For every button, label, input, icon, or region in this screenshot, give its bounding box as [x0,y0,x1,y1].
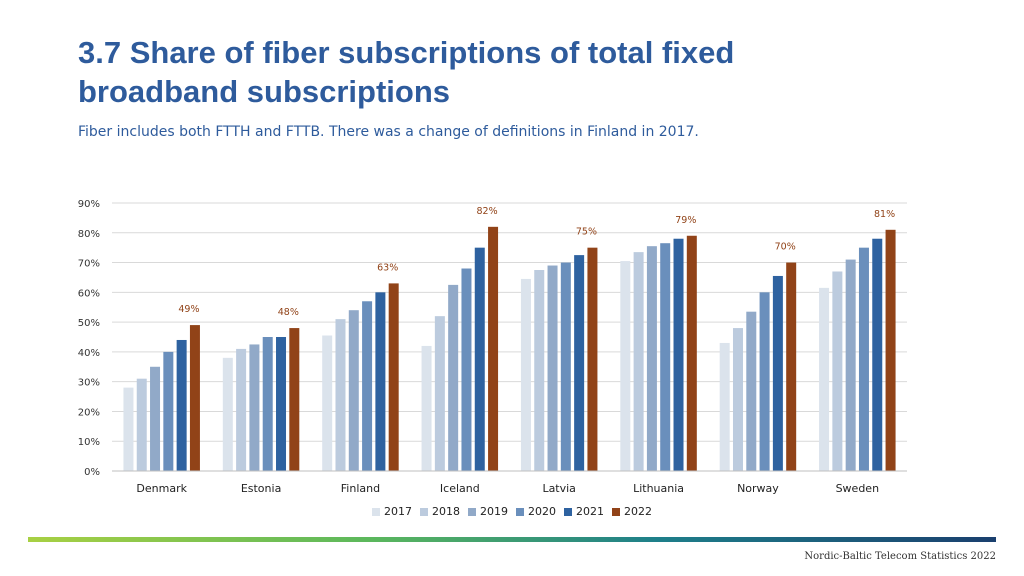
bar [388,283,399,471]
bar [646,246,657,471]
legend-swatch [420,507,428,516]
bar [547,265,558,471]
bar [686,235,697,471]
bar [434,316,445,471]
legend-swatch [516,507,524,516]
bar [746,311,757,471]
bar [335,319,346,471]
chart-legend: 2017 2018 2019 2020 2021 2022 [0,505,1024,518]
bar [249,344,260,471]
data-label: 75% [576,227,597,238]
legend-item: 2019 [468,505,508,518]
bar [136,378,147,471]
legend-swatch [564,507,572,516]
x-category-label: Denmark [136,482,187,495]
bar [673,238,684,471]
footer-gradient-bar [28,537,996,542]
legend-item: 2018 [420,505,460,518]
bar [845,259,856,471]
y-tick-label: 70% [78,259,100,270]
x-category-label: Norway [737,482,779,495]
page-subtitle: Fiber includes both FTTH and FTTB. There… [78,124,699,140]
legend-label: 2017 [384,505,412,518]
bar [858,247,869,471]
bar [560,262,571,471]
x-category-label: Iceland [440,482,480,495]
bar [176,339,187,471]
y-tick-label: 80% [78,229,100,240]
y-tick-label: 30% [78,378,100,389]
bar [660,243,671,471]
bar [488,226,499,471]
footer-source: Nordic-Baltic Telecom Statistics 2022 [804,551,996,562]
bar [289,328,300,471]
page-title: 3.7 Share of fiber subscriptions of tota… [78,35,735,109]
y-tick-label: 40% [78,348,100,359]
bar [222,357,233,471]
bar [474,247,485,471]
bar [772,275,783,471]
bar [633,252,644,471]
y-tick-label: 50% [78,318,100,329]
x-category-label: Sweden [836,482,879,495]
y-tick-label: 10% [78,437,100,448]
legend-item: 2022 [612,505,652,518]
legend-item: 2021 [564,505,604,518]
bar [732,328,743,471]
bar [832,271,843,471]
bar [362,301,373,471]
bar [574,255,585,471]
bar [123,387,134,471]
bar [819,287,830,471]
legend-item: 2020 [516,505,556,518]
data-label: 48% [278,307,299,318]
bar [163,351,174,471]
legend-label: 2021 [576,505,604,518]
bar [348,310,359,471]
bar [719,342,730,471]
data-label: 81% [874,209,895,220]
bar [421,345,432,471]
data-label: 49% [178,304,199,315]
x-category-label: Finland [341,482,380,495]
legend-item: 2017 [372,505,412,518]
bar [375,292,386,471]
bar-chart: 0% 10% 20% 30% 40% 50% 60% 70% 80% 90% 49% Denmark 4… [78,199,907,495]
y-tick-label: 90% [78,199,100,210]
legend-label: 2019 [480,505,508,518]
bar [189,325,200,471]
bar [236,348,247,471]
y-tick-label: 0% [84,467,100,478]
bar [276,337,287,471]
data-label: 63% [377,262,398,273]
legend-swatch [372,507,380,516]
x-category-label: Latvia [542,482,576,495]
bar [322,335,333,471]
bar [262,337,273,471]
bar [872,238,883,471]
legend-label: 2018 [432,505,460,518]
data-label: 70% [775,242,796,253]
bar [448,284,459,471]
bar [150,366,161,471]
bar [620,261,631,471]
x-category-label: Estonia [241,482,282,495]
bar [759,292,770,471]
bar [885,229,896,471]
legend-label: 2020 [528,505,556,518]
y-tick-label: 60% [78,288,100,299]
bar [786,262,797,471]
legend-label: 2022 [624,505,652,518]
bar [520,278,531,471]
legend-swatch [612,507,620,516]
bar [587,247,598,471]
bar [461,268,472,471]
data-label: 82% [477,206,498,217]
bar [534,270,545,471]
y-tick-label: 20% [78,407,100,418]
data-label: 79% [675,215,696,226]
x-category-label: Lithuania [633,482,684,495]
legend-swatch [468,507,476,516]
